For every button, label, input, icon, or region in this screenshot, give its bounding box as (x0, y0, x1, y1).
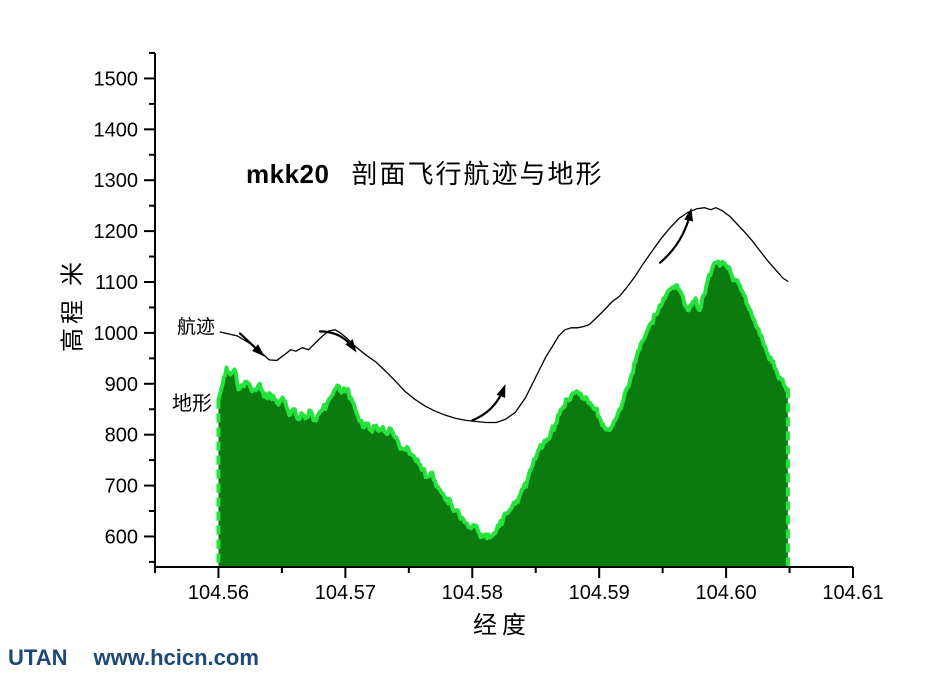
x-axis-label: 经度 (473, 613, 531, 639)
direction-arrows (238, 207, 693, 422)
x-tick-label: 104.57 (315, 582, 376, 604)
y-tick-label: 1400 (94, 119, 139, 141)
trajectory-line (219, 206, 789, 424)
chart-title: mkk20 剖面飞行航迹与地形 (246, 154, 603, 191)
watermark-brand: UTAN (8, 645, 68, 670)
x-tick-label: 104.58 (442, 582, 503, 604)
y-tick-label: 1100 (95, 272, 138, 294)
x-tick-label: 104.60 (696, 582, 757, 604)
y-tick-label: 800 (105, 425, 138, 447)
x-tick-label: 104.56 (188, 582, 249, 604)
y-tick-label: 900 (105, 374, 138, 396)
watermark-site: www.hcicn.com (93, 645, 259, 670)
y-tick-label: 1300 (94, 170, 139, 192)
y-tick-label: 1200 (94, 221, 139, 243)
y-tick-label: 1500 (94, 68, 139, 90)
chart-title-text: 剖面飞行航迹与地形 (351, 160, 604, 189)
axes: 600 700 800 900 1000 1100 1200 1300 1400 1500 104.… (94, 52, 884, 604)
y-axis-label: 高程 米 (60, 258, 87, 352)
x-tick-label: 104.61 (822, 582, 883, 604)
terrain-series-label: 地形 (172, 393, 212, 415)
y-tick-label: 600 (105, 526, 138, 548)
terrain-area (216, 259, 790, 566)
chart-title-code: mkk20 (246, 159, 330, 189)
watermark: UTAN www.hcicn.com (8, 645, 259, 671)
x-tick-label: 104.59 (569, 582, 630, 604)
y-tick-label: 700 (105, 476, 138, 498)
y-tick-label: 1000 (94, 323, 139, 345)
trajectory-series-label: 航迹 (177, 317, 216, 338)
